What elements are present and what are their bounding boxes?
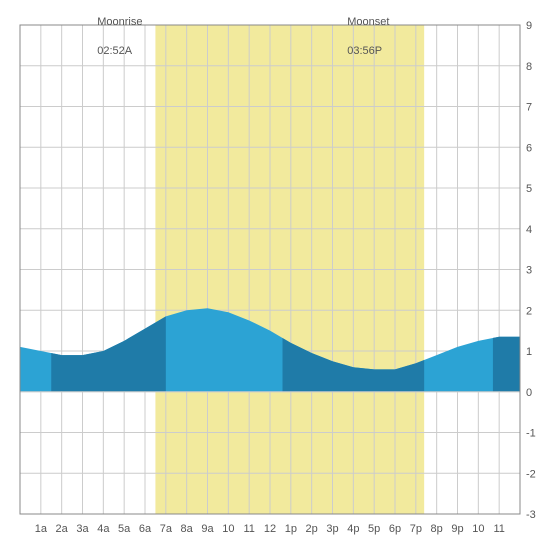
svg-text:5: 5 (526, 183, 532, 195)
svg-text:8p: 8p (431, 523, 443, 535)
svg-text:4: 4 (526, 224, 532, 236)
moonset-time: 03:56P (347, 45, 382, 57)
svg-text:1p: 1p (285, 523, 297, 535)
svg-text:3: 3 (526, 265, 532, 277)
svg-text:9a: 9a (201, 523, 214, 535)
svg-text:9p: 9p (451, 523, 463, 535)
tide-chart: Moonrise 02:52A Moonset 03:56P -3-2-1012… (0, 0, 550, 550)
moonset-annotation: Moonset 03:56P (335, 1, 389, 72)
moonrise-annotation: Moonrise 02:52A (85, 1, 142, 72)
svg-text:-3: -3 (526, 509, 536, 521)
svg-text:-2: -2 (526, 468, 536, 480)
svg-text:6p: 6p (389, 523, 401, 535)
moonset-label: Moonset (347, 16, 389, 28)
svg-text:7: 7 (526, 102, 532, 114)
svg-text:0: 0 (526, 387, 532, 399)
svg-text:1: 1 (526, 346, 532, 358)
svg-text:4p: 4p (347, 523, 359, 535)
svg-text:5p: 5p (368, 523, 380, 535)
svg-text:5a: 5a (118, 523, 131, 535)
svg-text:6: 6 (526, 142, 532, 154)
svg-text:10: 10 (222, 523, 234, 535)
svg-text:2a: 2a (56, 523, 69, 535)
svg-text:6a: 6a (139, 523, 152, 535)
svg-text:8: 8 (526, 61, 532, 73)
chart-svg: -3-2-101234567891a2a3a4a5a6a7a8a9a101112… (0, 0, 550, 550)
svg-text:11: 11 (493, 523, 504, 535)
svg-text:7p: 7p (410, 523, 422, 535)
svg-text:1a: 1a (35, 523, 48, 535)
svg-text:2: 2 (526, 305, 532, 317)
svg-text:-1: -1 (526, 428, 536, 440)
svg-text:4a: 4a (97, 523, 110, 535)
svg-text:9: 9 (526, 20, 532, 32)
moonrise-label: Moonrise (97, 16, 142, 28)
moonrise-time: 02:52A (97, 45, 132, 57)
svg-text:8a: 8a (181, 523, 194, 535)
svg-text:11: 11 (243, 523, 254, 535)
svg-text:3a: 3a (76, 523, 89, 535)
svg-text:7a: 7a (160, 523, 173, 535)
svg-text:10: 10 (472, 523, 484, 535)
svg-text:3p: 3p (326, 523, 338, 535)
svg-text:12: 12 (264, 523, 276, 535)
svg-text:2p: 2p (306, 523, 318, 535)
